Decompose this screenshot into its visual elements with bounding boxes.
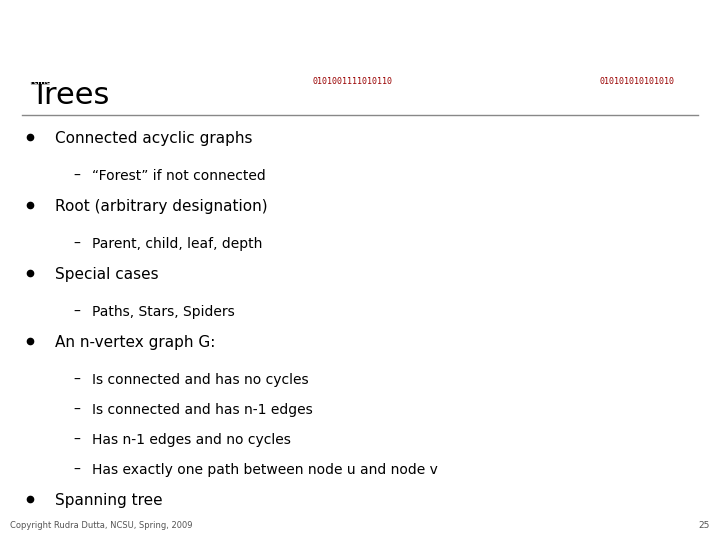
Text: Special cases: Special cases xyxy=(55,267,158,282)
Text: Department of Computer Science: Department of Computer Science xyxy=(6,78,158,86)
Text: 25: 25 xyxy=(698,522,710,530)
Text: –: – xyxy=(73,463,80,477)
Text: NC STATE: NC STATE xyxy=(10,24,106,42)
Text: –: – xyxy=(73,169,80,183)
Text: Is connected and has n-1 edges: Is connected and has n-1 edges xyxy=(92,403,312,417)
Text: Has exactly one path between node u and node v: Has exactly one path between node u and … xyxy=(92,463,438,477)
Text: UNIVERSITY: UNIVERSITY xyxy=(80,25,176,40)
Text: Has n-1 edges and no cycles: Has n-1 edges and no cycles xyxy=(92,433,291,447)
Text: Parent, child, leaf, depth: Parent, child, leaf, depth xyxy=(92,237,262,251)
Text: Root (arbitrary designation): Root (arbitrary designation) xyxy=(55,199,268,214)
Text: Connected acyclic graphs: Connected acyclic graphs xyxy=(55,131,253,146)
Text: Spanning tree: Spanning tree xyxy=(55,493,163,508)
Text: Copyright Rudra Dutta, NCSU, Spring, 2009: Copyright Rudra Dutta, NCSU, Spring, 200… xyxy=(10,522,192,530)
Text: –: – xyxy=(73,403,80,417)
Text: –: – xyxy=(73,433,80,447)
Text: An n-vertex graph G:: An n-vertex graph G: xyxy=(55,335,215,350)
Text: –: – xyxy=(73,305,80,319)
Text: 0101001111010110: 0101001111010110 xyxy=(312,78,392,86)
Text: –: – xyxy=(73,373,80,387)
Text: 010101010101010: 010101010101010 xyxy=(600,78,675,86)
Text: –: – xyxy=(73,237,80,251)
Text: Paths, Stars, Spiders: Paths, Stars, Spiders xyxy=(92,305,235,319)
Text: Trees: Trees xyxy=(30,81,109,110)
Text: “Forest” if not connected: “Forest” if not connected xyxy=(92,169,266,183)
Text: Is connected and has no cycles: Is connected and has no cycles xyxy=(92,373,309,387)
